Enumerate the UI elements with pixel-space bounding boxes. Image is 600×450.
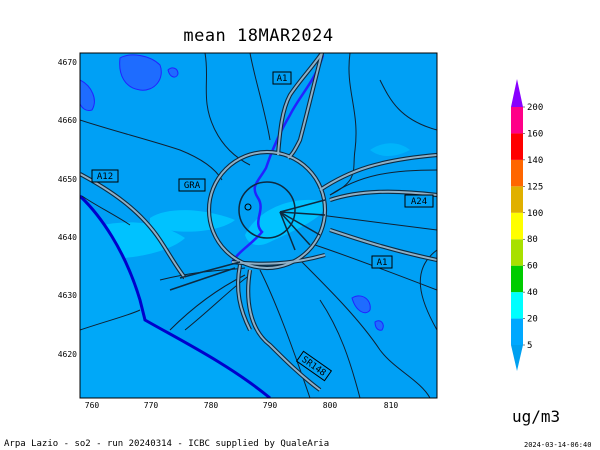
y-tick-label: 4670 bbox=[58, 58, 77, 67]
colorbar-level-label: 40 bbox=[527, 288, 538, 298]
colorbar-segment bbox=[511, 133, 523, 160]
colorbar: 5 20 40 60 80 100 125 140 160 200 bbox=[511, 79, 543, 371]
map-title: mean 18MAR2024 bbox=[183, 26, 334, 46]
colorbar-below-arrow bbox=[511, 345, 523, 371]
colorbar-level-label: 5 bbox=[527, 341, 532, 351]
colorbar-above-arrow bbox=[511, 79, 523, 107]
footer-credits: Arpa Lazio - so2 - run 20240314 - ICBC s… bbox=[4, 439, 330, 449]
light-patch-east bbox=[370, 143, 410, 156]
road-label-gra: GRA bbox=[178, 178, 206, 192]
lake-tiny bbox=[374, 320, 384, 331]
colorbar-level-label: 200 bbox=[527, 103, 543, 113]
x-tick-label: 760 bbox=[85, 401, 100, 410]
x-tick-label: 770 bbox=[144, 401, 159, 410]
light-patch-centre bbox=[245, 199, 326, 246]
x-tick-label: 800 bbox=[323, 401, 338, 410]
y-tick-label: 4650 bbox=[58, 175, 77, 184]
y-tick-label: 4660 bbox=[58, 116, 77, 125]
road-label-a24: A24 bbox=[404, 194, 434, 208]
road-label-a1-south: A1 bbox=[371, 255, 393, 269]
lake-small bbox=[167, 67, 179, 78]
svg-text:A24: A24 bbox=[411, 197, 427, 207]
x-tick-label: 780 bbox=[204, 401, 219, 410]
road-labels: A1 A12 GRA A24 A1 SR148 bbox=[91, 71, 434, 382]
colorbar-segment bbox=[511, 318, 523, 345]
y-axis: 4670 4660 4650 4640 4630 4620 bbox=[58, 58, 77, 359]
colorbar-level-label: 20 bbox=[527, 315, 538, 325]
light-patch-centre-west bbox=[150, 210, 235, 232]
colorbar-segment bbox=[511, 186, 523, 213]
svg-text:A1: A1 bbox=[277, 74, 288, 84]
colorbar-segment bbox=[511, 212, 523, 240]
colorbar-level-label: 125 bbox=[527, 182, 543, 192]
boundaries bbox=[80, 53, 437, 398]
colorbar-segment bbox=[511, 292, 523, 319]
svg-text:A1: A1 bbox=[377, 258, 388, 268]
colorbar-segment bbox=[511, 239, 523, 266]
y-tick-label: 4620 bbox=[58, 350, 77, 359]
lake-north-west bbox=[119, 54, 162, 91]
y-tick-label: 4630 bbox=[58, 291, 77, 300]
road-label-a12: A12 bbox=[91, 169, 119, 183]
river-tiber bbox=[230, 54, 325, 263]
colorbar-segment bbox=[511, 265, 523, 293]
x-axis: 760 770 780 790 800 810 bbox=[85, 401, 399, 410]
x-tick-label: 810 bbox=[384, 401, 399, 410]
lake-south-east bbox=[351, 295, 371, 314]
colorbar-level-label: 100 bbox=[527, 209, 543, 219]
colorbar-level-label: 140 bbox=[527, 156, 543, 166]
city-centre-marker bbox=[244, 203, 252, 211]
map-frame bbox=[79, 52, 438, 399]
svg-text:A12: A12 bbox=[97, 172, 113, 182]
x-tick-label: 790 bbox=[263, 401, 278, 410]
y-tick-label: 4640 bbox=[58, 233, 77, 242]
colorbar-level-label: 60 bbox=[527, 262, 538, 272]
colorbar-level-label: 80 bbox=[527, 235, 538, 245]
unit-label: ug/m3 bbox=[512, 407, 561, 426]
lake-west bbox=[80, 79, 95, 111]
sea-area bbox=[80, 196, 270, 398]
map-area bbox=[80, 53, 437, 398]
road-label-a1-north: A1 bbox=[272, 71, 292, 85]
colorbar-segment bbox=[511, 107, 523, 134]
coastline bbox=[80, 194, 271, 398]
colorbar-level-label: 160 bbox=[527, 129, 543, 139]
colorbar-segment bbox=[511, 159, 523, 187]
svg-text:GRA: GRA bbox=[184, 181, 201, 191]
highways bbox=[80, 53, 437, 392]
city-centre-roads bbox=[169, 181, 326, 291]
run-timestamp: 2024-03-14-06:40 bbox=[524, 441, 592, 449]
